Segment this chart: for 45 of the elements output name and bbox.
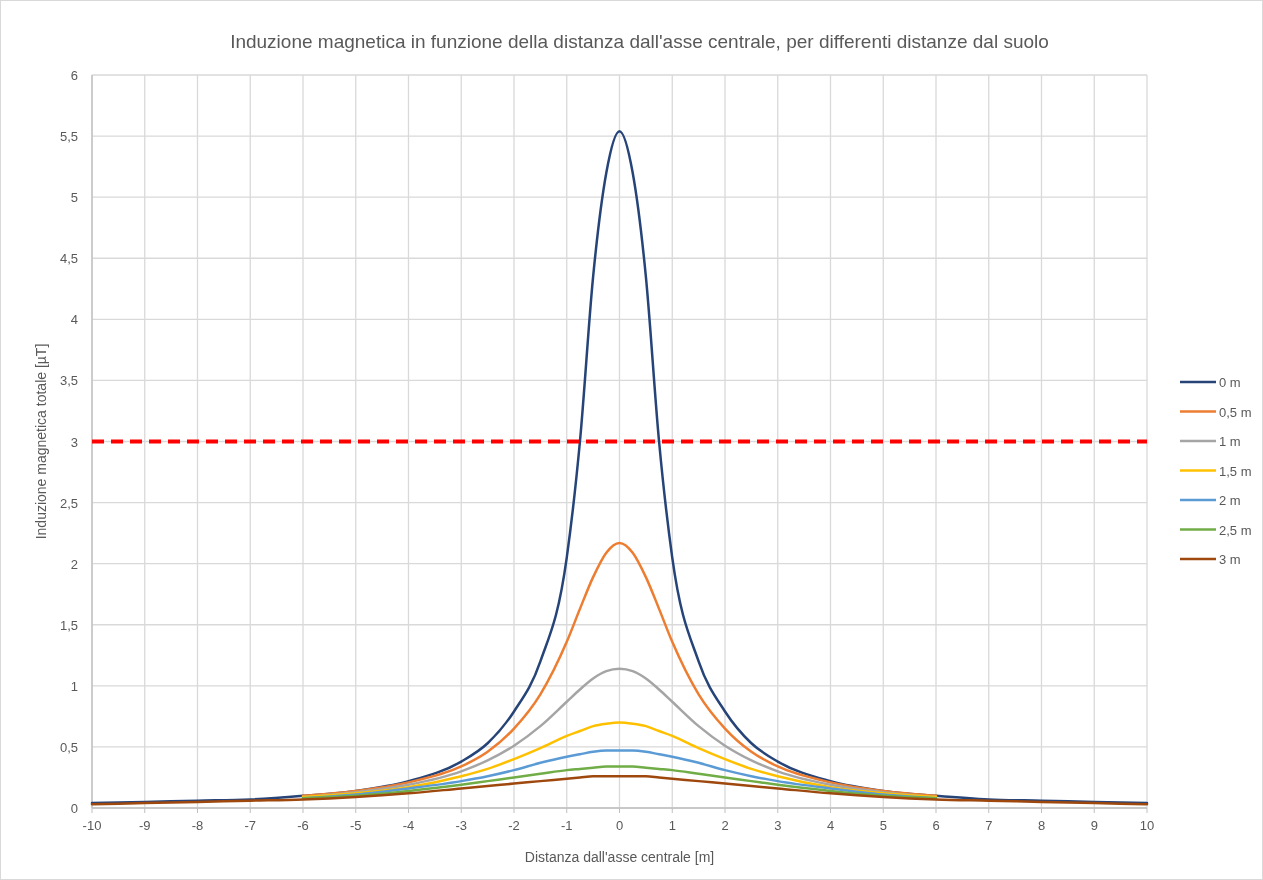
y-tick-label: 1 (70, 678, 78, 694)
x-tick-label: -2 (508, 818, 520, 833)
x-tick-label: -10 (82, 818, 102, 833)
y-tick-label: 0 (70, 801, 78, 816)
legend-label: 1 m (1219, 434, 1241, 449)
y-tick-label: 5,5 (59, 129, 78, 145)
y-tick-label: 5 (70, 190, 78, 206)
chart-title: Induzione magnetica in funzione della distanza dall'asse centrale, per differenti distanze dal suolo (230, 31, 1049, 52)
x-tick-label: 8 (1037, 818, 1046, 833)
legend-label: 0 m (1219, 375, 1241, 390)
x-tick-label: 0 (615, 818, 624, 833)
x-tick-label: -6 (297, 818, 309, 833)
y-tick-label: 4 (70, 312, 78, 328)
x-tick-label: -9 (138, 818, 151, 833)
x-tick-label: 5 (879, 818, 887, 833)
x-tick-label: -7 (244, 818, 257, 833)
y-tick-label: 2,5 (59, 495, 78, 511)
y-axis-title: Induzione magnetica totale [µT] (33, 343, 49, 540)
y-tick-label: 6 (70, 68, 78, 83)
line-series (301, 541, 938, 798)
x-axis-title: Distanza dall'asse centrale [m] (524, 849, 715, 865)
y-tick-label: 1,5 (59, 617, 78, 633)
x-tick-label: 6 (932, 818, 940, 833)
x-tick-label: 4 (826, 818, 835, 833)
y-tick-label: 2 (70, 556, 78, 572)
x-tick-label: 9 (1090, 818, 1098, 833)
y-tick-label: 3 (70, 434, 78, 450)
x-tick-label: 3 (774, 818, 782, 833)
legend-label: 3 m (1219, 552, 1241, 567)
legend-label: 0,5 m (1219, 404, 1252, 420)
y-tick-label: 3,5 (59, 373, 78, 389)
y-tick-label: 0,5 (59, 739, 78, 755)
x-tick-label: 1 (668, 818, 676, 833)
x-tick-label: -1 (560, 818, 573, 833)
legend-label: 2,5 m (1219, 522, 1252, 538)
x-tick-label: -4 (402, 818, 415, 833)
x-tick-label: 7 (985, 818, 993, 833)
x-tick-label: -5 (349, 818, 362, 833)
x-tick-label: 10 (1139, 818, 1155, 833)
y-tick-label: 4,5 (59, 251, 78, 267)
x-tick-label: -3 (455, 818, 468, 833)
legend-label: 2 m (1219, 493, 1241, 508)
x-tick-label: 2 (721, 818, 729, 833)
legend-label: 1,5 m (1219, 463, 1252, 479)
x-tick-label: -8 (191, 818, 204, 833)
